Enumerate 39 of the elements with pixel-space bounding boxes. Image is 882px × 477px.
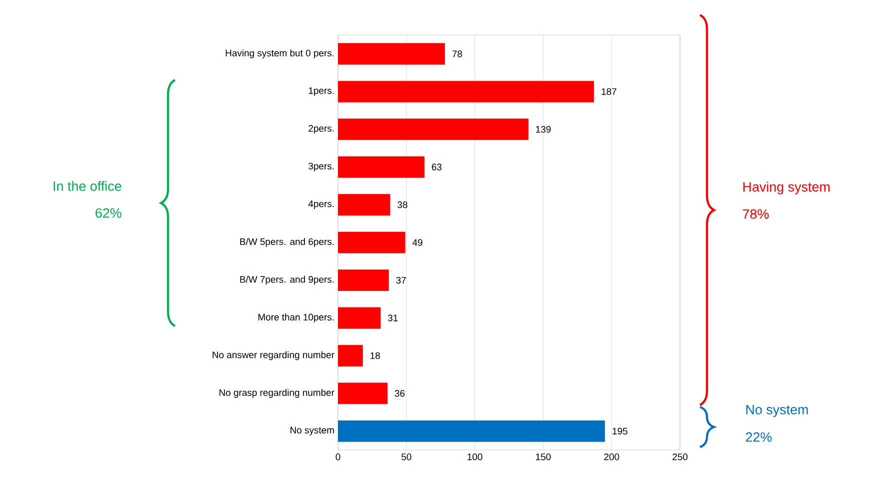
y-tick-label: Having system but 0 pers. xyxy=(226,49,334,58)
data-label: 31 xyxy=(388,314,398,322)
text: 22% xyxy=(746,432,772,442)
bar xyxy=(338,43,445,65)
y-tick-label: 2pers. xyxy=(308,125,334,134)
y-tick-label: No grasp regarding number xyxy=(220,388,334,398)
y-tick-label: 3pers. xyxy=(308,162,334,172)
y-tick-label: 4pers. xyxy=(308,200,334,210)
data-label: 78 xyxy=(452,50,462,58)
x-tick-label: 250 xyxy=(672,454,688,460)
data-label: 18 xyxy=(370,352,380,360)
y-tick-label: B/W 5pers. and 6pers. xyxy=(240,238,334,247)
text: 62% xyxy=(96,208,122,218)
text: Having system xyxy=(743,182,830,194)
y-tick-label: B/W 7pers. and 9pers. xyxy=(240,276,334,285)
bar xyxy=(338,307,381,329)
data-label: 38 xyxy=(398,201,408,208)
data-label: 195 xyxy=(612,428,628,434)
data-label: 63 xyxy=(432,164,442,170)
bar xyxy=(338,420,605,442)
bar xyxy=(338,270,389,291)
data-label: 36 xyxy=(394,390,405,397)
y-tick-label: More than 10pers. xyxy=(258,314,334,322)
data-label: 49 xyxy=(412,239,422,246)
text: 78% xyxy=(742,209,769,219)
y-tick-label: 1pers. xyxy=(308,87,334,96)
x-tick-label: 200 xyxy=(604,454,620,460)
y-tick-label: No answer regarding number xyxy=(212,351,334,360)
text: In the office xyxy=(54,181,122,191)
x-tick-label: 0 xyxy=(336,454,340,460)
data-label: 139 xyxy=(536,126,551,133)
data-label: 187 xyxy=(602,88,616,95)
x-tick-label: 50 xyxy=(402,454,412,460)
bar xyxy=(338,156,424,178)
x-tick-label: 100 xyxy=(468,454,482,460)
data-label: 37 xyxy=(396,276,406,284)
text: No system xyxy=(746,404,808,418)
y-tick-label: No system xyxy=(290,426,334,436)
x-tick-label: 150 xyxy=(536,454,551,460)
